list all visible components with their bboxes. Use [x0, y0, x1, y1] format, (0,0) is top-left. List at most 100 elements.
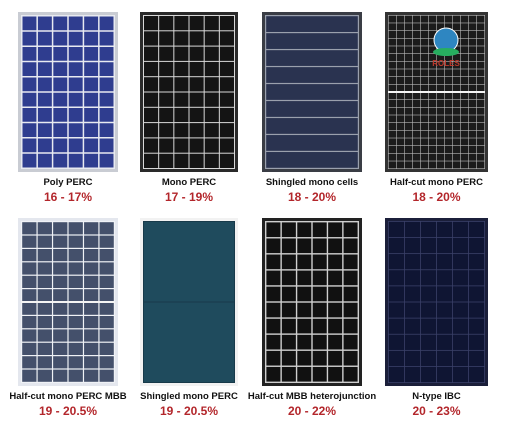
panel-cell [68, 123, 83, 137]
panel-cell [460, 84, 469, 92]
panel-cell [404, 107, 413, 115]
panel-cell [420, 15, 429, 23]
panel-cell [428, 23, 437, 31]
panel-cell [468, 366, 485, 383]
panel-cell [312, 286, 327, 302]
panel-cell [99, 153, 114, 168]
panel-cell [84, 235, 99, 248]
panel-cell [53, 329, 68, 342]
panel-cell [297, 334, 312, 350]
panel-cell [53, 342, 68, 355]
panel-cell [404, 318, 421, 334]
panel-cell [420, 350, 437, 367]
panel-cell [22, 262, 37, 275]
panel-cell [396, 84, 405, 92]
panel-cell [84, 356, 99, 369]
panel-cell [99, 369, 114, 382]
panel-cell [468, 46, 477, 54]
panel-cell [53, 222, 68, 235]
panel-cell [22, 275, 37, 288]
panel-cell [468, 286, 485, 302]
panel-cell [189, 61, 204, 77]
panel-cell [460, 76, 469, 85]
panel-cell [420, 84, 429, 92]
panel-cell [22, 138, 37, 153]
panel-cell [404, 23, 413, 31]
panel-cell [37, 329, 52, 342]
panel-cell [388, 130, 397, 138]
panel-cell [404, 92, 413, 100]
panel-cell [468, 15, 477, 23]
panel-cell [174, 123, 189, 138]
panel-cell [460, 115, 469, 123]
panel-cell [412, 99, 421, 108]
panel-cell [159, 16, 174, 31]
panel-cell [22, 92, 37, 107]
panel-cell [343, 366, 358, 382]
panel-cell [460, 38, 469, 46]
panel-cell [388, 334, 405, 350]
solar-panel [140, 218, 238, 386]
panel-cell [99, 262, 114, 275]
panel-cell [468, 61, 477, 69]
panel-cell [53, 92, 68, 107]
panel-cell [84, 16, 99, 31]
panel-cell [468, 237, 485, 254]
panel-cell [219, 153, 234, 168]
panel-cell [144, 138, 159, 153]
panel-cell [428, 61, 437, 69]
panel-cell [404, 161, 413, 169]
panel-cell [476, 138, 485, 146]
panel-cell [84, 153, 99, 168]
panel-cell [84, 316, 99, 329]
panel-cell [204, 123, 219, 138]
panel-cell [460, 122, 469, 131]
panel-name: Mono PERC [162, 177, 216, 188]
panel-cell [68, 153, 83, 168]
panel-cell [460, 99, 469, 108]
panel-cell [189, 77, 204, 92]
panel-cell [404, 99, 413, 108]
panel-cell [68, 235, 83, 248]
panel-cell [312, 366, 327, 382]
panel-cell [404, 350, 421, 367]
panel-cell [460, 61, 469, 69]
panel-cell [204, 153, 219, 168]
panel-cell [388, 61, 397, 69]
panel-cell [99, 356, 114, 369]
panel-cell [37, 356, 52, 369]
panel-cell [412, 84, 421, 92]
panel-cell [204, 107, 219, 123]
panel-cell [22, 249, 37, 262]
panel-cell [420, 153, 429, 161]
panel-cell [396, 30, 405, 39]
panel-cell [444, 53, 453, 62]
solar-panel [385, 218, 488, 386]
panel-efficiency: 17 - 19% [165, 190, 213, 204]
panel-cell [444, 115, 453, 123]
panel-cell [404, 61, 413, 69]
panel-cell [84, 262, 99, 275]
panel-cell [396, 99, 405, 108]
panel-cell [144, 302, 234, 382]
panel-cell [37, 108, 52, 122]
panel-cell [420, 145, 429, 154]
panel-cell [452, 115, 461, 123]
panel-cell [22, 342, 37, 355]
panel-cell [99, 31, 114, 46]
panel-cell [404, 15, 413, 23]
panel-cell [468, 92, 477, 100]
panel-cell [99, 123, 114, 137]
panel-cell [460, 145, 469, 154]
panel-cell [388, 302, 405, 318]
panel-cell [266, 152, 358, 168]
panel-cell [476, 23, 485, 31]
panel-cell [281, 302, 296, 318]
panel-cell [396, 122, 405, 131]
panel-cell [328, 238, 343, 254]
panel-cell [460, 107, 469, 115]
panel-cell [22, 235, 37, 248]
panel-cell [84, 249, 99, 262]
panel-cell [460, 130, 469, 138]
